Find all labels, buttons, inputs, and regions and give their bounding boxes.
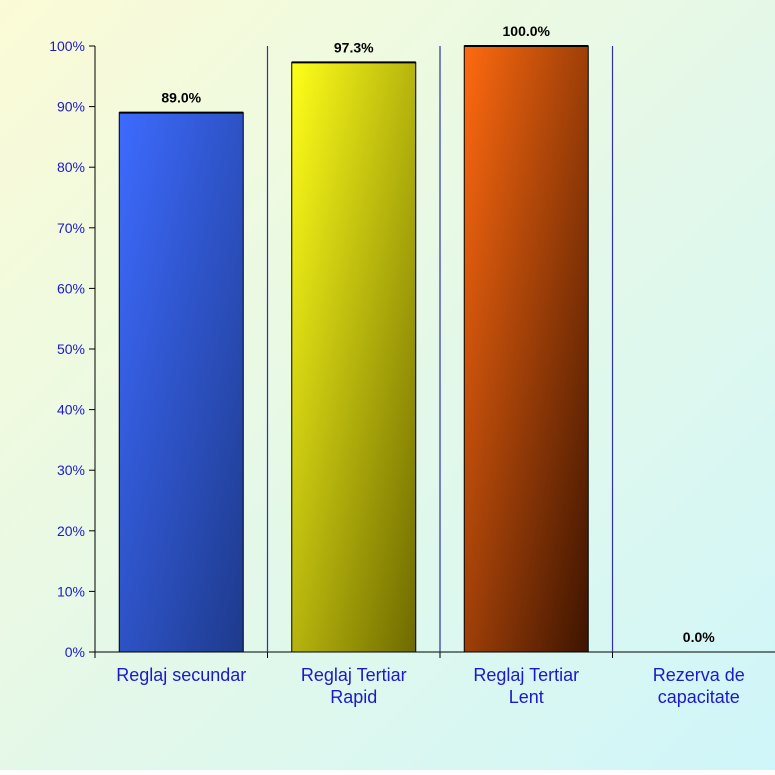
y-tick-label: 80% <box>57 159 85 175</box>
data-label: 89.0% <box>161 90 201 106</box>
bar <box>118 112 244 653</box>
category-label: capacitate <box>658 687 740 707</box>
bar <box>291 61 417 653</box>
bar <box>463 45 589 653</box>
y-tick-label: 70% <box>57 220 85 236</box>
y-tick-label: 90% <box>57 99 85 115</box>
data-label: 100.0% <box>503 23 551 39</box>
y-tick-label: 0% <box>65 644 85 660</box>
data-label: 97.3% <box>334 39 374 55</box>
y-tick-label: 100% <box>49 38 85 54</box>
data-label: 0.0% <box>683 629 715 645</box>
category-label: Rapid <box>330 687 377 707</box>
y-tick-label: 10% <box>57 583 85 599</box>
y-tick-label: 60% <box>57 280 85 296</box>
category-label: Reglaj secundar <box>116 665 246 685</box>
category-label: Reglaj Tertiar <box>301 665 407 685</box>
category-label: Lent <box>509 687 544 707</box>
category-label: Reglaj Tertiar <box>473 665 579 685</box>
y-tick-label: 20% <box>57 523 85 539</box>
y-tick-label: 50% <box>57 341 85 357</box>
y-tick-label: 30% <box>57 462 85 478</box>
y-tick-label: 40% <box>57 402 85 418</box>
category-label: Rezerva de <box>653 665 745 685</box>
